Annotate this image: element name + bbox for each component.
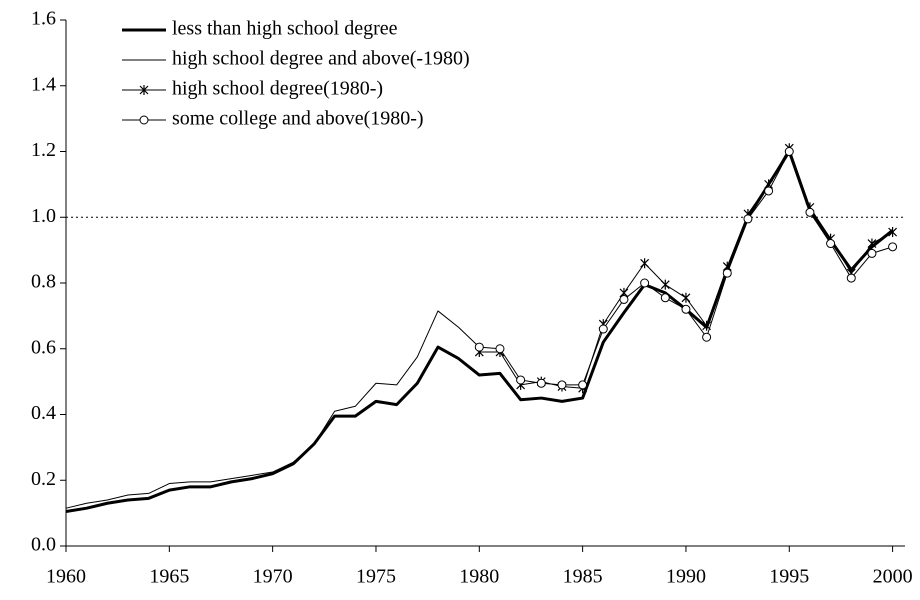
y-tick-label: 0.4 — [31, 402, 56, 424]
series-line — [65, 150, 894, 513]
y-tick-label: 0.0 — [31, 534, 56, 556]
y-tick-label: 1.0 — [31, 205, 56, 227]
point-marker — [681, 292, 691, 303]
x-tick-label: 1990 — [666, 566, 706, 588]
legend-marker — [139, 85, 149, 95]
x-tick-label: 2000 — [873, 566, 913, 588]
point-marker — [619, 294, 629, 304]
x-tick-label: 1985 — [563, 566, 603, 588]
y-tick-label: 1.4 — [31, 73, 56, 95]
point-marker — [578, 380, 588, 390]
legend-label: high school degree and above(-1980) — [172, 48, 470, 70]
point-marker — [826, 239, 836, 249]
point-marker — [743, 214, 753, 224]
point-marker — [640, 258, 650, 269]
point-marker — [640, 278, 650, 288]
x-tick-label: 1995 — [769, 566, 809, 588]
point-marker — [867, 248, 877, 258]
y-tick-label: 0.2 — [31, 468, 56, 490]
point-marker — [598, 324, 608, 334]
y-tick-label: 1.6 — [31, 8, 56, 30]
point-marker — [888, 227, 898, 238]
point-marker — [474, 342, 484, 352]
x-tick-label: 1965 — [149, 566, 189, 588]
x-tick-label: 1970 — [253, 566, 293, 588]
series-line — [479, 147, 893, 389]
point-marker — [702, 332, 712, 342]
legend-label: high school degree(1980-) — [172, 78, 383, 100]
legend-label: some college and above(1980-) — [172, 108, 424, 130]
x-tick-label: 1960 — [46, 566, 86, 588]
point-marker — [784, 147, 794, 156]
x-tick-label: 1975 — [356, 566, 396, 588]
point-marker — [516, 375, 526, 385]
point-marker — [681, 304, 691, 314]
point-marker — [764, 186, 774, 196]
point-marker — [495, 344, 505, 354]
y-tick-label: 1.2 — [31, 139, 56, 161]
series-line — [65, 310, 480, 509]
point-marker — [660, 293, 670, 303]
point-marker — [557, 380, 567, 390]
point-marker — [846, 273, 856, 283]
x-tick-label: 1980 — [459, 566, 499, 588]
point-marker — [805, 207, 815, 217]
point-marker — [867, 238, 877, 249]
point-marker — [722, 268, 732, 278]
y-tick-label: 0.6 — [31, 336, 56, 358]
y-tick-label: 0.8 — [31, 271, 56, 293]
point-marker — [536, 378, 546, 388]
series-line — [479, 151, 893, 386]
legend-marker — [139, 115, 149, 125]
legend-label: less than high school degree — [172, 18, 398, 40]
point-marker — [888, 242, 898, 252]
point-marker — [660, 279, 670, 290]
